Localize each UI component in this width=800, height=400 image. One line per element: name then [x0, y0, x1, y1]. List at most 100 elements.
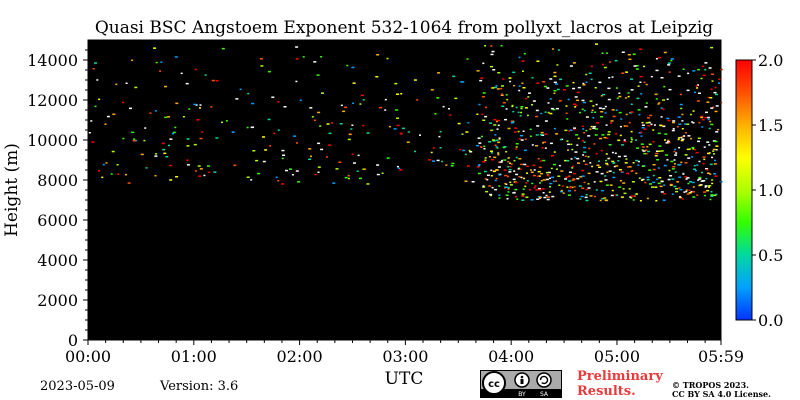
signal-speckle [481, 96, 485, 98]
signal-speckle [328, 144, 332, 146]
signal-speckle [180, 72, 183, 75]
signal-speckle [439, 130, 442, 133]
signal-speckle [600, 149, 603, 152]
signal-speckle [627, 54, 631, 56]
x-tick-label: 02:00 [277, 347, 323, 366]
signal-speckle [637, 109, 641, 111]
signal-speckle [520, 163, 524, 166]
signal-speckle [283, 106, 287, 108]
signal-speckle [436, 159, 440, 162]
signal-speckle [172, 132, 174, 135]
signal-speckle [605, 159, 607, 162]
signal-speckle [167, 116, 171, 118]
signal-speckle [524, 107, 528, 109]
signal-speckle [331, 122, 333, 124]
signal-speckle [600, 116, 603, 118]
signal-speckle [710, 46, 714, 49]
signal-speckle [709, 120, 712, 123]
signal-speckle [657, 167, 660, 169]
signal-speckle [678, 163, 682, 166]
signal-speckle [582, 128, 585, 130]
signal-speckle [359, 177, 362, 180]
signal-speckle [335, 168, 339, 170]
signal-speckle [671, 193, 674, 195]
signal-speckle [491, 139, 495, 141]
signal-speckle [641, 127, 645, 129]
signal-speckle [535, 189, 539, 191]
signal-speckle [518, 176, 521, 178]
signal-speckle [573, 186, 576, 188]
signal-speckle [542, 179, 546, 181]
signal-speckle [655, 58, 658, 60]
signal-speckle [501, 159, 504, 162]
signal-speckle [396, 117, 399, 119]
signal-speckle [492, 170, 496, 173]
signal-speckle [414, 150, 416, 153]
signal-speckle [640, 135, 643, 137]
signal-speckle [505, 108, 508, 110]
signal-speckle [616, 194, 619, 196]
signal-speckle [550, 107, 554, 110]
signal-speckle [351, 124, 354, 126]
signal-speckle [668, 169, 671, 172]
signal-speckle [577, 86, 581, 89]
signal-speckle [491, 87, 495, 89]
signal-speckle [88, 132, 91, 134]
colorbar-tick-label: 1.5 [758, 116, 783, 135]
signal-speckle [143, 139, 146, 142]
signal-speckle [526, 180, 529, 182]
signal-speckle [626, 172, 629, 175]
signal-speckle [481, 135, 483, 138]
signal-speckle [515, 143, 519, 145]
signal-speckle [708, 127, 711, 130]
signal-speckle [711, 182, 714, 185]
signal-speckle [201, 131, 204, 133]
signal-speckle [652, 174, 655, 177]
signal-speckle [667, 62, 671, 64]
signal-speckle [648, 169, 652, 171]
signal-speckle [326, 123, 330, 125]
signal-speckle [710, 107, 714, 109]
signal-speckle [660, 191, 664, 193]
copyright-notice: © TROPOS 2023. CC BY SA 4.0 License. [672, 381, 771, 399]
signal-speckle [585, 116, 589, 118]
signal-speckle [697, 68, 701, 71]
signal-speckle [576, 91, 580, 94]
signal-speckle [98, 170, 100, 172]
y-tick-label: 12000 [27, 91, 78, 110]
signal-speckle [497, 152, 500, 154]
signal-speckle [668, 71, 671, 73]
signal-speckle [338, 161, 342, 163]
signal-speckle [465, 131, 469, 133]
signal-speckle [188, 108, 191, 110]
signal-speckle [715, 93, 718, 96]
signal-speckle [169, 138, 173, 140]
signal-speckle [381, 172, 384, 174]
signal-speckle [485, 106, 488, 109]
signal-speckle [640, 131, 643, 133]
signal-speckle [507, 191, 510, 193]
signal-speckle [666, 159, 669, 161]
signal-speckle [545, 178, 549, 181]
signal-speckle [570, 158, 573, 160]
signal-speckle [498, 194, 501, 196]
signal-speckle [482, 185, 485, 187]
signal-speckle [547, 171, 551, 174]
signal-speckle [509, 181, 512, 184]
signal-speckle [518, 168, 522, 170]
signal-speckle [193, 143, 197, 146]
signal-speckle [231, 131, 235, 133]
signal-speckle [667, 139, 670, 142]
signal-speckle [611, 189, 614, 192]
signal-speckle [706, 101, 710, 103]
signal-speckle [641, 124, 645, 126]
signal-speckle [504, 182, 507, 185]
signal-speckle [498, 197, 501, 199]
signal-speckle [678, 146, 681, 149]
signal-speckle [710, 88, 713, 90]
signal-speckle [259, 58, 263, 60]
signal-speckle [593, 195, 596, 198]
signal-speckle [539, 160, 542, 162]
signal-speckle [490, 45, 493, 47]
share-alike-icon [536, 372, 552, 388]
